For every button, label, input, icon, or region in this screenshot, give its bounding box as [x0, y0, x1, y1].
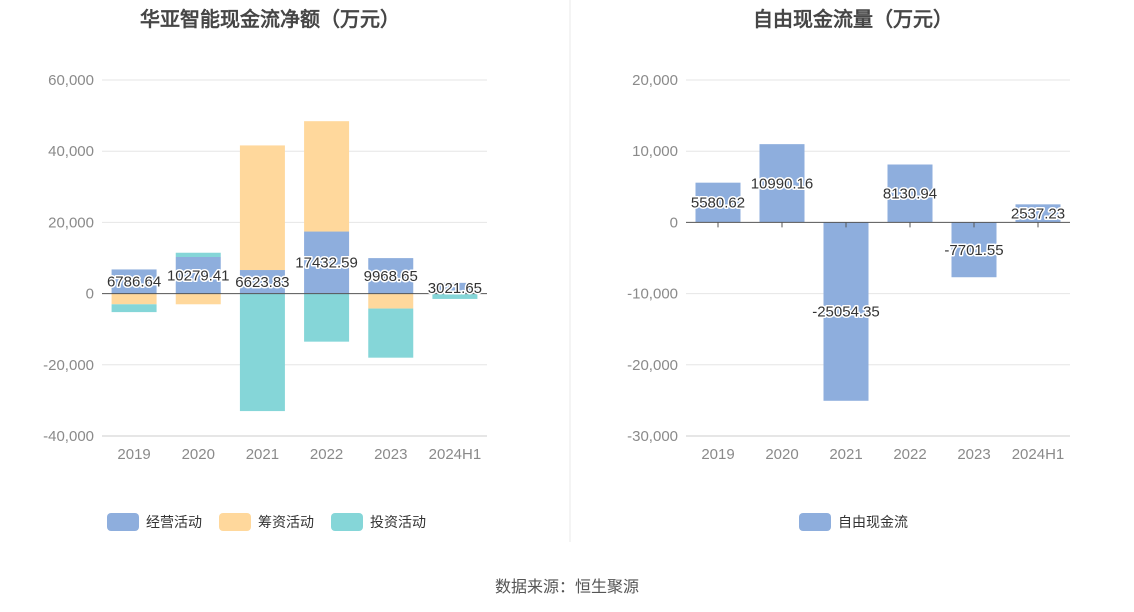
- left-legend-item[interactable]: 经营活动: [107, 513, 202, 531]
- left-chart-legend[interactable]: 经营活动 筹资活动 投资活动: [107, 513, 426, 531]
- right-bar-自由现金流-2019: [695, 182, 741, 223]
- left-bar-投资活动-2019: [111, 304, 157, 313]
- left-y-tick-label: 20,000: [48, 214, 94, 231]
- left-y-tick-label: 60,000: [48, 72, 94, 89]
- right-x-tick-label: 2019: [701, 446, 734, 463]
- left-y-tick-label: 0: [86, 286, 94, 303]
- left-bar-投资活动-2024H1: [432, 293, 478, 299]
- left-bar-经营活动-2022: [304, 231, 350, 294]
- left-bar-筹资活动-2023: [368, 293, 414, 309]
- right-x-tick-label: 2020: [765, 446, 798, 463]
- left-y-tick-label: -20,000: [43, 357, 94, 374]
- right-bar-自由现金流-2022: [887, 164, 933, 223]
- right-legend-swatch: [799, 513, 831, 531]
- left-bar-经营活动-2023: [368, 258, 414, 294]
- left-data-label: 6786.64: [107, 274, 161, 291]
- right-y-tick-label: 20,000: [632, 72, 678, 89]
- right-data-label: 10990.16: [751, 175, 814, 192]
- right-y-tick-label: 10,000: [632, 143, 678, 160]
- left-bar-经营活动-2024H1: [432, 282, 478, 294]
- left-legend-swatch: [219, 513, 251, 531]
- right-y-tick-label: -30,000: [627, 428, 678, 445]
- left-x-tick-label: 2021: [246, 446, 279, 463]
- right-chart-title: 自由现金流量（万元）: [753, 7, 953, 31]
- left-bar-经营活动-2021: [239, 270, 285, 294]
- left-bar-投资活动-2020: [175, 252, 221, 258]
- left-chart-plot: 60,000 40,000 20,000 0 -20,000 -40,000 2019 202…: [43, 72, 487, 463]
- left-legend-item[interactable]: 筹资活动: [219, 513, 314, 531]
- left-x-tick-label: 2022: [310, 446, 343, 463]
- right-data-label: -7701.55: [944, 242, 1003, 259]
- left-bar-投资活动-2023: [368, 308, 414, 358]
- right-data-label: 8130.94: [883, 185, 937, 202]
- left-x-tick-label: 2019: [117, 446, 150, 463]
- right-legend-label: 自由现金流: [838, 515, 908, 531]
- right-bar-自由现金流-2023: [951, 222, 997, 278]
- left-data-label: 6623.83: [235, 274, 289, 291]
- left-bar-投资活动-2022: [304, 293, 350, 342]
- left-data-label: 10279.41: [167, 267, 230, 284]
- right-bar-自由现金流-2020: [759, 144, 805, 223]
- left-legend-label: 投资活动: [370, 515, 426, 531]
- right-y-tick-label: -20,000: [627, 357, 678, 374]
- right-x-tick-label: 2022: [893, 446, 926, 463]
- left-x-tick-label: 2024H1: [429, 446, 482, 463]
- data-source-note: 数据来源：恒生聚源: [495, 577, 639, 596]
- right-data-label: -25054.35: [812, 304, 880, 321]
- right-x-tick-label: 2024H1: [1012, 446, 1065, 463]
- right-y-tick-label: -10,000: [627, 286, 678, 303]
- left-legend-label: 经营活动: [146, 515, 202, 531]
- right-chart-legend[interactable]: 自由现金流: [799, 513, 908, 531]
- left-y-tick-label: 40,000: [48, 143, 94, 160]
- left-legend-swatch: [107, 513, 139, 531]
- right-x-tick-label: 2021: [829, 446, 862, 463]
- left-x-tick-label: 2020: [182, 446, 215, 463]
- left-bar-筹资活动-2020: [175, 293, 221, 305]
- left-data-label: 3021.65: [428, 280, 482, 297]
- right-bar-自由现金流-2024H1: [1015, 204, 1061, 223]
- left-chart-title: 华亚智能现金流净额（万元）: [140, 7, 400, 31]
- left-legend-item[interactable]: 投资活动: [331, 513, 426, 531]
- left-bar-经营活动-2020: [175, 257, 221, 294]
- left-bar-筹资活动-2019: [111, 293, 157, 305]
- left-legend-label: 筹资活动: [258, 514, 314, 531]
- right-bar-自由现金流-2021: [823, 222, 869, 401]
- right-data-label: 2537.23: [1011, 205, 1065, 222]
- left-x-tick-label: 2023: [374, 446, 407, 463]
- left-data-label: 9968.65: [364, 268, 418, 285]
- right-chart-plot: 20,000 10,000 0 -10,000 -20,000 -30,000 2019 20…: [627, 72, 1070, 463]
- right-y-tick-label: 0: [670, 214, 678, 231]
- left-bar-投资活动-2021: [239, 293, 285, 412]
- right-x-tick-label: 2023: [957, 446, 990, 463]
- left-bar-筹资活动-2021: [239, 145, 285, 271]
- right-data-label: 5580.62: [691, 195, 745, 212]
- left-legend-swatch: [331, 513, 363, 531]
- right-legend-item[interactable]: 自由现金流: [799, 513, 908, 531]
- left-data-label: 17432.59: [295, 255, 358, 272]
- left-bar-经营活动-2019: [111, 269, 157, 294]
- left-y-tick-label: -40,000: [43, 428, 94, 445]
- left-bar-筹资活动-2022: [304, 121, 350, 232]
